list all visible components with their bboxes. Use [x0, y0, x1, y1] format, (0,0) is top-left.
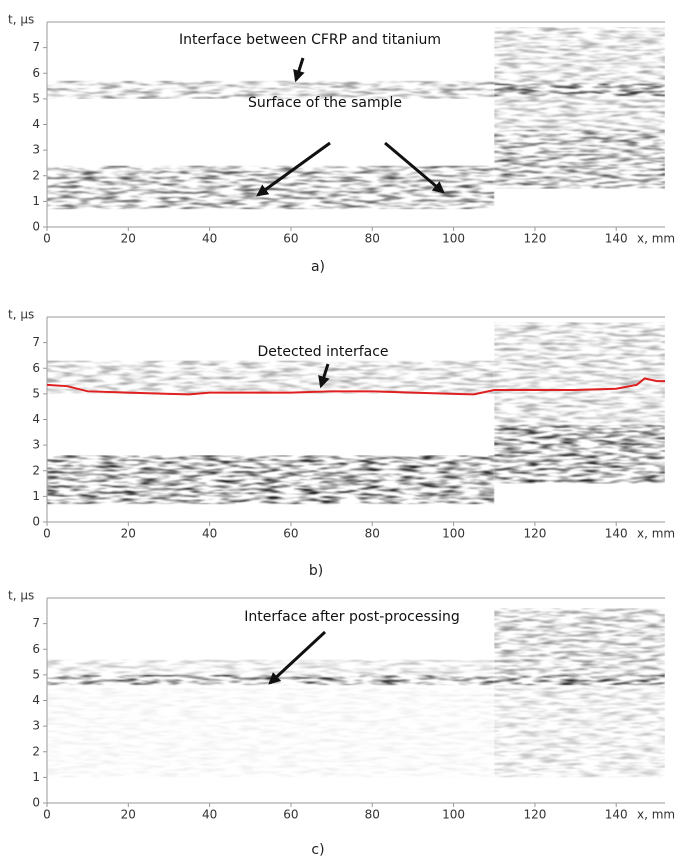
texture	[494, 322, 665, 425]
panel-label: b)	[309, 563, 323, 579]
y-tick-label: 3	[32, 143, 40, 157]
y-tick-label: 0	[32, 796, 40, 810]
x-axis-label: x, mm	[637, 808, 675, 822]
texture	[47, 687, 495, 778]
y-tick-label: 2	[32, 744, 40, 758]
texture	[494, 27, 665, 130]
texture	[47, 360, 495, 394]
y-tick-label: 6	[32, 66, 40, 80]
panel: 0 1 2 3 4 5 6 7 0 20 40 60 80 100 120 140 t, µs x, mm b) De…	[8, 308, 675, 580]
annotation: Surface of the sample	[248, 95, 402, 111]
y-axis-label: t, µs	[8, 13, 34, 27]
panel: 0 1 2 3 4 5 6 7 0 20 40 60 80 100 120 140 t, µs x, mm a) In…	[8, 13, 675, 276]
y-axis-label: t, µs	[8, 589, 34, 603]
x-tick-label: 0	[43, 808, 51, 822]
arrow	[318, 363, 330, 389]
x-axis-label: x, mm	[637, 232, 675, 246]
annotation: Detected interface	[257, 344, 388, 360]
texture	[494, 83, 665, 97]
x-tick-label: 80	[365, 232, 380, 246]
x-tick-label: 120	[523, 232, 546, 246]
texture	[47, 80, 495, 99]
y-tick-label: 0	[32, 220, 40, 234]
x-tick-label: 120	[523, 808, 546, 822]
x-tick-label: 140	[605, 232, 628, 246]
y-axis-label: t, µs	[8, 308, 34, 322]
y-tick-label: 7	[32, 40, 40, 54]
texture	[494, 608, 665, 675]
annotation: Interface after post-processing	[244, 609, 459, 625]
x-tick-label: 60	[283, 808, 298, 822]
x-tick-label: 60	[283, 527, 298, 541]
x-tick-label: 120	[523, 527, 546, 541]
y-tick-label: 1	[32, 489, 40, 503]
y-tick-label: 6	[32, 361, 40, 375]
arrow	[293, 57, 305, 83]
x-tick-label: 20	[121, 527, 136, 541]
x-tick-label: 40	[202, 232, 217, 246]
x-tick-label: 100	[442, 527, 465, 541]
y-tick-label: 4	[32, 412, 40, 426]
x-tick-label: 140	[605, 527, 628, 541]
detected-line	[46, 377, 665, 396]
x-tick-label: 140	[605, 808, 628, 822]
y-tick-label: 2	[32, 463, 40, 477]
y-tick-label: 1	[32, 194, 40, 208]
y-tick-label: 3	[32, 719, 40, 733]
x-tick-label: 20	[121, 232, 136, 246]
texture	[47, 659, 495, 675]
panel: 0 1 2 3 4 5 6 7 0 20 40 60 80 100 120 140 t, µs x, mm c) In…	[8, 589, 675, 859]
arrow	[256, 141, 331, 197]
y-tick-label: 4	[32, 693, 40, 707]
y-tick-label: 3	[32, 438, 40, 452]
y-tick-label: 7	[32, 616, 40, 630]
y-tick-label: 1	[32, 770, 40, 784]
x-tick-label: 0	[43, 527, 51, 541]
texture	[494, 129, 665, 189]
x-axis-label: x, mm	[637, 527, 675, 541]
x-tick-label: 100	[442, 232, 465, 246]
texture	[47, 455, 495, 505]
y-tick-label: 4	[32, 117, 40, 131]
texture	[494, 685, 665, 778]
x-tick-label: 20	[121, 808, 136, 822]
y-tick-label: 0	[32, 515, 40, 529]
y-tick-label: 2	[32, 168, 40, 182]
x-tick-label: 100	[442, 808, 465, 822]
annotation: Interface between CFRP and titanium	[179, 32, 441, 48]
y-tick-label: 5	[32, 91, 40, 105]
x-tick-label: 80	[365, 527, 380, 541]
x-tick-label: 0	[43, 232, 51, 246]
y-tick-label: 7	[32, 335, 40, 349]
y-tick-label: 5	[32, 386, 40, 400]
texture	[494, 674, 665, 686]
x-tick-label: 40	[202, 808, 217, 822]
arrow	[268, 630, 327, 685]
y-tick-label: 5	[32, 667, 40, 681]
arrow	[384, 141, 445, 194]
texture	[494, 424, 665, 484]
panel-label: a)	[311, 259, 325, 275]
panel-label: c)	[311, 842, 324, 858]
x-tick-label: 60	[283, 232, 298, 246]
x-tick-label: 80	[365, 808, 380, 822]
y-tick-label: 6	[32, 642, 40, 656]
x-tick-label: 40	[202, 527, 217, 541]
